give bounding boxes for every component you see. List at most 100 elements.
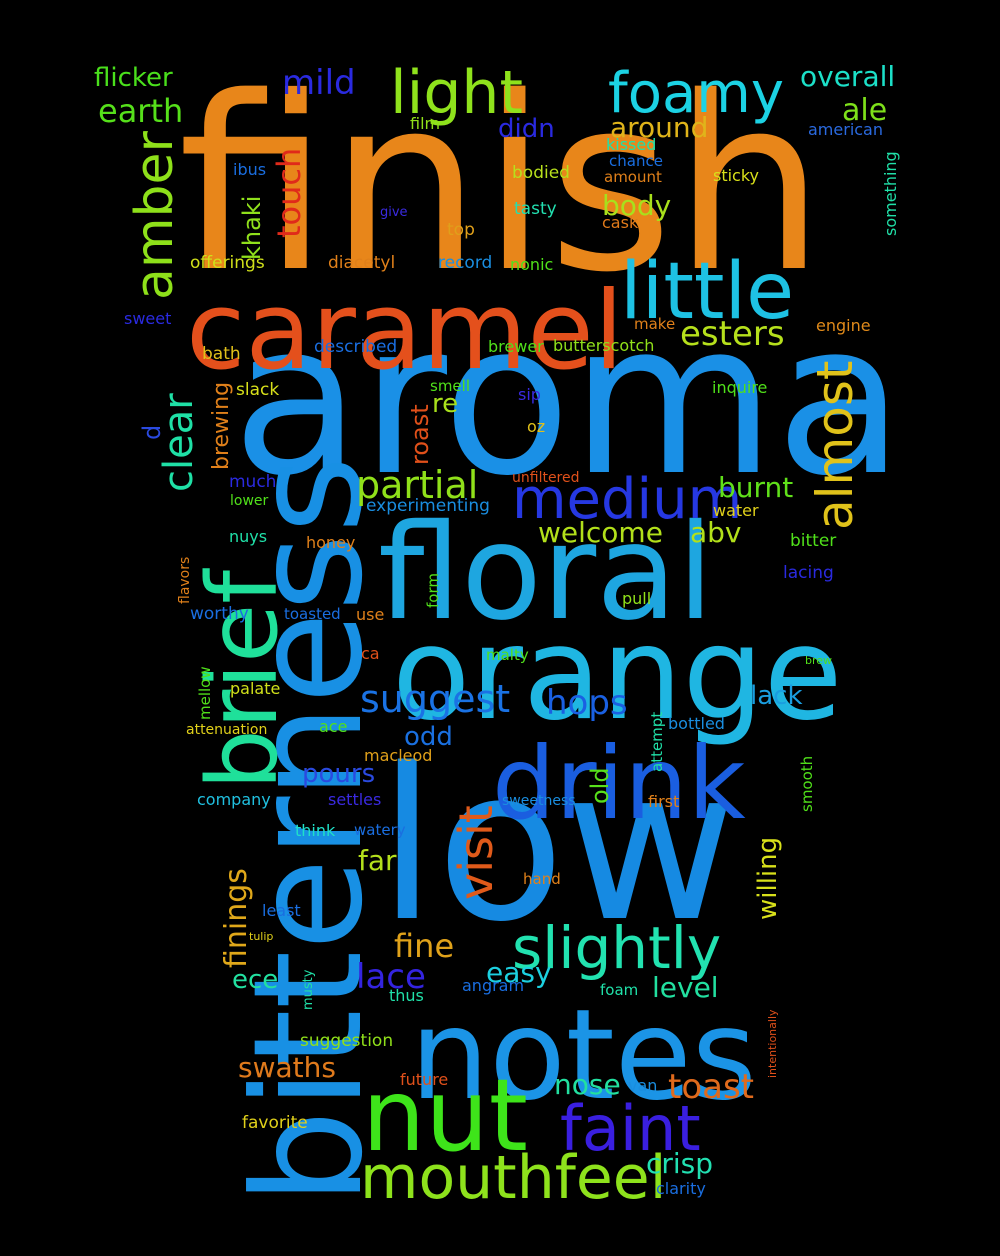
word-touch: touch: [270, 148, 308, 238]
word-settles: settles: [328, 790, 381, 809]
word-amount: amount: [604, 168, 662, 186]
word-favorite: favorite: [242, 1113, 308, 1133]
word-around: around: [610, 111, 708, 144]
word-earth: earth: [98, 92, 183, 130]
word-cask: cask: [602, 213, 639, 232]
word-slack: slack: [236, 380, 279, 400]
word-bottled: bottled: [668, 714, 725, 733]
word-aroma: aroma: [232, 277, 904, 522]
word-visit: visit: [449, 805, 503, 900]
word-nonic: nonic: [510, 255, 553, 274]
word-drink: drink: [492, 725, 746, 842]
word-hops: hops: [546, 683, 628, 723]
word-diacetyl: diacetyl: [328, 253, 395, 273]
word-described: described: [314, 337, 397, 357]
word-lack: lack: [750, 681, 803, 711]
word-caramel: caramel: [186, 269, 624, 394]
word-finish: finish: [178, 45, 825, 325]
word-smooth: smooth: [798, 756, 816, 812]
word-record: record: [438, 253, 492, 273]
word-brew: brew: [805, 654, 832, 667]
word-use: use: [356, 605, 384, 624]
word-musty: musty: [301, 969, 316, 1010]
word-easy: easy: [486, 956, 552, 989]
word-give: give: [380, 205, 408, 220]
word-odd: odd: [404, 722, 453, 752]
word-orange: orange: [392, 600, 843, 749]
word-palate: palate: [230, 679, 280, 698]
word-kissed: kissed: [606, 135, 656, 154]
word-sticky: sticky: [713, 166, 759, 185]
word-make: make: [634, 315, 675, 333]
word-intentionally: intentionally: [766, 1009, 779, 1078]
word-floral: floral: [378, 496, 714, 650]
word-bath: bath: [202, 344, 241, 364]
word-form: form: [424, 573, 442, 608]
word-oz: oz: [527, 417, 545, 436]
word-re: re: [432, 389, 458, 419]
word-bitterness: bitterness: [222, 456, 396, 1206]
word-bodied: bodied: [512, 163, 570, 183]
word-ca: ca: [361, 644, 380, 663]
word-american: american: [808, 120, 883, 139]
word-van: van: [628, 1076, 657, 1095]
word-slightly: slightly: [512, 914, 721, 982]
word-flavors: flavors: [177, 557, 193, 604]
word-honey: honey: [306, 533, 355, 552]
word-sweet: sweet: [124, 309, 171, 328]
word-low: low: [378, 723, 737, 968]
word-something: something: [881, 151, 900, 236]
word-first: first: [648, 792, 679, 811]
word-clear: clear: [156, 393, 202, 492]
word-light: light: [390, 58, 523, 128]
word-bitter: bitter: [790, 531, 836, 551]
word-tulip: tulip: [249, 930, 273, 943]
word-welcome: welcome: [538, 516, 663, 549]
word-experimenting: experimenting: [366, 496, 490, 516]
word-unfiltered: unfiltered: [512, 470, 580, 486]
word-fine: fine: [394, 927, 454, 965]
word-top: top: [447, 220, 475, 240]
word-brief: brief: [187, 568, 299, 790]
word-flicker: flicker: [94, 63, 173, 93]
word-ibus: ibus: [233, 160, 266, 179]
word-sip: sip: [518, 385, 541, 404]
word-notes: notes: [410, 983, 757, 1128]
word-little: little: [620, 247, 794, 337]
word-much: much: [229, 472, 276, 492]
word-butterscotch: butterscotch: [553, 336, 654, 355]
word-ace: ace: [319, 717, 347, 736]
word-crisp: crisp: [646, 1147, 713, 1180]
word-company: company: [197, 790, 271, 809]
word-finings: finings: [219, 868, 254, 968]
word-body: body: [602, 189, 671, 222]
word-amber: amber: [125, 130, 185, 300]
word-brewing: brewing: [209, 382, 234, 470]
word-hand: hand: [523, 870, 561, 888]
word-pull: pull: [622, 589, 651, 608]
word-malty: malty: [486, 646, 529, 664]
word-chance: chance: [609, 152, 663, 170]
word-roast: roast: [406, 404, 434, 465]
word-pours: pours: [302, 759, 375, 789]
word-level: level: [652, 971, 719, 1004]
word-attenuation: attenuation: [186, 722, 267, 738]
word-esters: esters: [680, 314, 785, 354]
word-swaths: swaths: [238, 1051, 336, 1084]
word-mellow: mellow: [196, 666, 214, 720]
word-offerings: offerings: [190, 253, 265, 273]
word-ece: ece: [232, 965, 278, 995]
word-smell: smell: [430, 377, 470, 395]
word-almost: almost: [806, 361, 864, 530]
word-clarity: clarity: [656, 1179, 706, 1198]
word-angram: angram: [462, 976, 524, 995]
word-willing: willing: [753, 837, 783, 920]
word-tasty: tasty: [514, 199, 557, 219]
word-lace: lace: [356, 957, 426, 997]
word-partial: partial: [356, 463, 478, 507]
word-suggest: suggest: [360, 677, 510, 721]
word-ale: ale: [842, 93, 887, 128]
word-nut: nut: [362, 1057, 528, 1174]
word-overall: overall: [800, 60, 895, 93]
